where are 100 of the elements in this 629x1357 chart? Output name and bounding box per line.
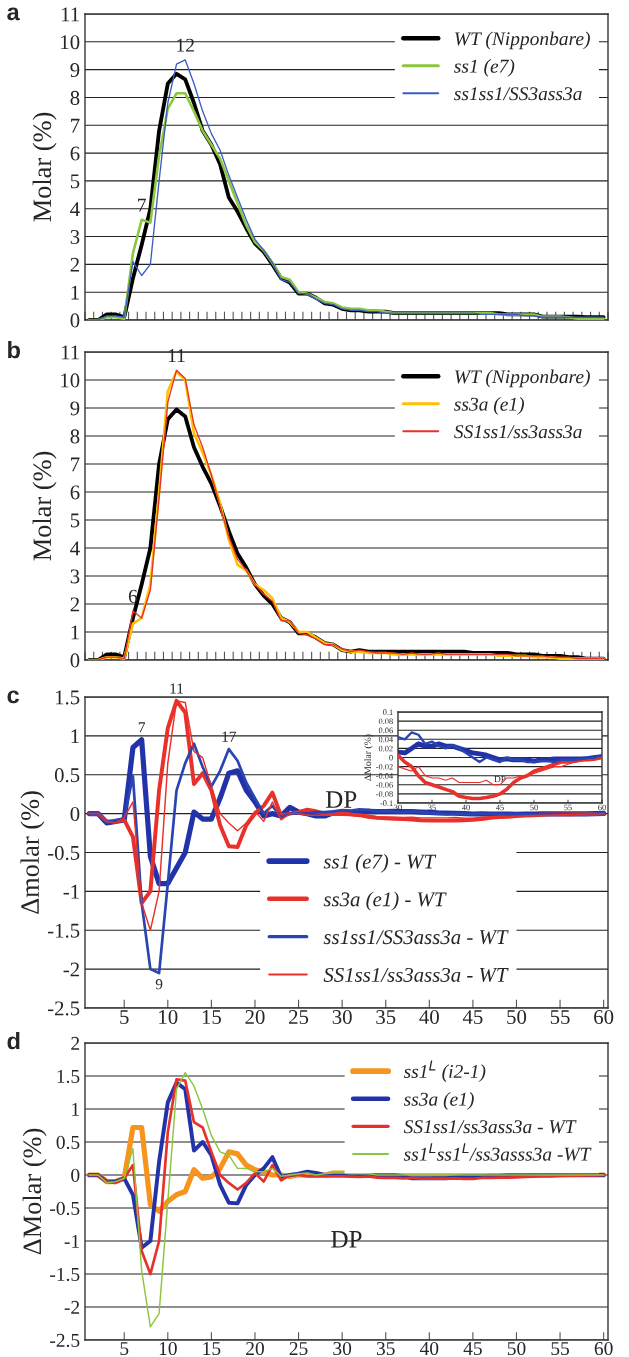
legend-label: ss1ss1/SS3ass3a bbox=[454, 87, 582, 101]
y-tick-label: 1.5 bbox=[57, 1069, 80, 1084]
legend-label: WT (Nipponbare) bbox=[455, 369, 590, 388]
y-tick-label: -0.1 bbox=[380, 800, 393, 807]
y-tick-label: 8 bbox=[70, 429, 80, 444]
x-tick-label: 55 bbox=[550, 1010, 570, 1025]
x-tick-label: 15 bbox=[203, 1342, 221, 1356]
y-tick-label: 4 bbox=[70, 541, 80, 556]
chart-title: a bbox=[7, 7, 20, 21]
annotation: 12 bbox=[177, 38, 194, 52]
annotation: 9 bbox=[155, 979, 163, 990]
y-tick-label: 11 bbox=[61, 345, 79, 360]
y-tick-label: 0.06 bbox=[378, 727, 393, 734]
y-tick-label: 9 bbox=[70, 401, 80, 416]
x-tick-label: 20 bbox=[246, 1341, 264, 1356]
x-tick-label: 60 bbox=[598, 804, 606, 811]
x-axis-title: DP bbox=[325, 791, 357, 808]
x-tick-label: 30 bbox=[394, 804, 402, 811]
x-tick-label: 15 bbox=[202, 1010, 221, 1025]
y-tick-label: 0 bbox=[389, 754, 393, 761]
legend-label: ss1$^{L}$ (i2-1) bbox=[403, 1060, 486, 1083]
y-tick-label: -0.02 bbox=[376, 763, 393, 770]
x-tick-label: 40 bbox=[462, 804, 470, 811]
x-tick-label: 45 bbox=[463, 1342, 482, 1356]
y-tick-label: 0 bbox=[70, 653, 80, 668]
y-tick-label: 1.5 bbox=[55, 690, 80, 705]
y-tick-label: -2.5 bbox=[47, 1001, 80, 1016]
annotation: 11 bbox=[170, 683, 183, 694]
x-tick-label: 50 bbox=[507, 1341, 526, 1356]
y-tick-label: 10 bbox=[61, 35, 80, 50]
x-tick-label: 30 bbox=[332, 1009, 352, 1025]
y-axis-title: ΔMolar (%) bbox=[364, 734, 373, 781]
legend-label: ss1 (e7) bbox=[454, 59, 515, 77]
x-tick-label: 55 bbox=[551, 1342, 570, 1356]
y-tick-label: -0.5 bbox=[50, 1201, 80, 1216]
legend-label: ss1 (e7) - WT bbox=[323, 853, 437, 873]
annotation: 7 bbox=[138, 722, 146, 733]
x-tick-label: 35 bbox=[376, 1010, 396, 1025]
y-tick-label: 0 bbox=[70, 313, 80, 328]
y-tick-label: -2.5 bbox=[50, 1333, 80, 1348]
y-tick-label: -0.5 bbox=[47, 845, 80, 861]
y-tick-label: 6 bbox=[70, 146, 80, 161]
chart-title: b bbox=[8, 341, 20, 359]
y-tick-label: 0 bbox=[71, 1168, 80, 1182]
y-tick-label: 10 bbox=[61, 373, 80, 388]
y-tick-label: 4 bbox=[70, 202, 80, 216]
y-tick-label: 7 bbox=[71, 118, 80, 133]
legend-label: WT (Nipponbare) bbox=[455, 31, 590, 50]
y-tick-label: -1.5 bbox=[47, 923, 80, 938]
x-tick-label: 25 bbox=[289, 1342, 308, 1356]
legend-label: ss3a (e1) bbox=[454, 397, 524, 415]
x-tick-label: 60 bbox=[594, 1009, 614, 1025]
y-axis-title: Molar (%) bbox=[32, 112, 57, 222]
x-tick-label: 60 bbox=[594, 1341, 613, 1356]
y-tick-label: 9 bbox=[70, 63, 80, 78]
y-tick-label: 11 bbox=[61, 7, 79, 22]
x-tick-label: 40 bbox=[419, 1009, 439, 1025]
y-axis-title: Molar (%) bbox=[32, 451, 57, 561]
y-tick-label: 3 bbox=[70, 569, 80, 584]
y-tick-label: 0.5 bbox=[54, 768, 80, 783]
y-tick-label: 0.04 bbox=[378, 736, 394, 743]
legend-label: SS1ss1/ss3ass3a - WT bbox=[403, 1120, 577, 1134]
x-tick-label: 5 bbox=[120, 1010, 129, 1025]
y-tick-label: 2 bbox=[71, 1036, 80, 1050]
y-tick-label: 8 bbox=[70, 90, 80, 105]
y-axis-title: ΔMolar (%) bbox=[22, 1128, 47, 1255]
x-tick-label: 10 bbox=[159, 1009, 178, 1025]
y-tick-label: 5 bbox=[70, 513, 80, 528]
y-tick-label: 0 bbox=[70, 807, 80, 822]
x-tick-label: 45 bbox=[462, 1010, 483, 1025]
legend-label: ss1$^{L}$ss1$^{L}$/ss3asss3a -WT bbox=[403, 1143, 592, 1161]
legend-label: ss3a (e1) bbox=[403, 1092, 474, 1110]
x-tick-label: 50 bbox=[530, 804, 538, 811]
chart-title: c bbox=[7, 690, 19, 704]
chart-title: d bbox=[7, 1031, 20, 1050]
x-tick-label: 35 bbox=[376, 1342, 395, 1356]
x-tick-label: 45 bbox=[496, 804, 504, 811]
y-tick-label: 7 bbox=[71, 457, 80, 472]
y-tick-label: 0.02 bbox=[378, 745, 393, 752]
y-tick-label: 1 bbox=[71, 285, 79, 300]
y-tick-label: 5 bbox=[70, 174, 80, 189]
x-tick-label: 30 bbox=[333, 1341, 352, 1356]
y-tick-label: 2 bbox=[70, 257, 79, 272]
y-axis-title: Δmolar (%) bbox=[20, 791, 45, 914]
x-tick-label: 25 bbox=[289, 1010, 309, 1025]
x-tick-label: 35 bbox=[428, 804, 436, 811]
y-tick-label: -0.08 bbox=[376, 791, 393, 797]
y-tick-label: -1 bbox=[63, 884, 79, 899]
legend-label: SS1ss1/ss3ass3a - WT bbox=[323, 967, 509, 983]
y-tick-label: 0.1 bbox=[383, 709, 393, 716]
y-tick-label: -1.5 bbox=[50, 1267, 80, 1282]
legend-label: SS1ss1/ss3ass3a bbox=[454, 425, 582, 439]
y-tick-label: 0.5 bbox=[56, 1135, 80, 1150]
x-axis-title: DP bbox=[494, 776, 506, 783]
y-tick-label: 1 bbox=[71, 729, 79, 744]
y-tick-label: 3 bbox=[70, 229, 80, 244]
y-tick-label: 1 bbox=[72, 1102, 79, 1116]
x-tick-label: 40 bbox=[419, 1341, 439, 1356]
y-tick-label: -2 bbox=[64, 1300, 80, 1314]
y-tick-label: 2 bbox=[70, 597, 79, 612]
